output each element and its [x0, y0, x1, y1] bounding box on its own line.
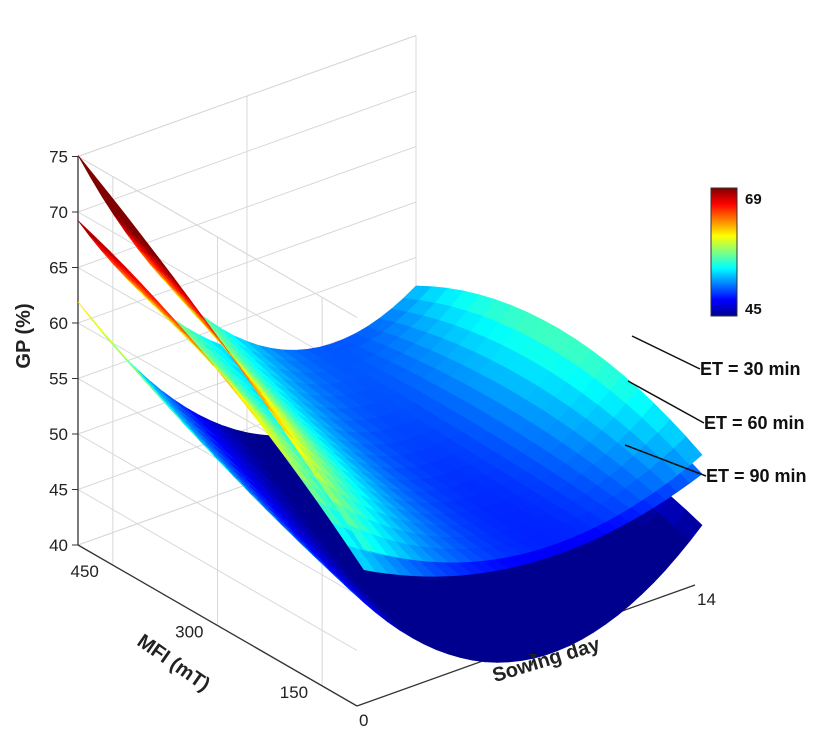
y-axis-line [77, 544, 358, 707]
x-tick-label: 7 [528, 651, 537, 670]
surface-et-30-min [77, 155, 703, 563]
surfaces [77, 155, 703, 663]
z-tick-label: 60 [49, 314, 68, 333]
surface-cell [93, 235, 123, 268]
surface-cell [121, 267, 151, 299]
z-tick-label: 55 [49, 370, 68, 389]
colorbar-min-label: 45 [745, 301, 762, 318]
surface-cell [125, 267, 154, 301]
surface-cell [133, 235, 163, 273]
z-tick-label: 65 [49, 259, 68, 278]
y-tick-label: 150 [280, 683, 308, 702]
series-label: ET = 90 min [706, 466, 807, 486]
surface-cell [673, 436, 703, 466]
annotation-leader [631, 335, 701, 370]
surface-cell [77, 155, 107, 197]
z-axis-label: GP (%) [13, 303, 35, 368]
surface-cell [153, 255, 182, 295]
series-annotations: ET = 30 min ET = 60 min ET = 90 min [624, 335, 807, 486]
z-tick-label: 40 [49, 536, 68, 555]
z-tick-label: 45 [49, 481, 68, 500]
surface-cell [93, 174, 123, 216]
x-tick-label: 0 [359, 711, 368, 730]
annotation-leader [627, 380, 705, 424]
colorbar-gradient [710, 187, 738, 317]
tick-labels: 40 45 50 55 60 65 70 75 150 300 450 0 7 14 [49, 148, 716, 731]
grid-edge [77, 35, 417, 157]
surface-cell [673, 509, 703, 542]
z-tick-label: 70 [49, 203, 68, 222]
y-tick-label: 450 [71, 562, 99, 581]
series-label: ET = 60 min [704, 413, 805, 433]
x-tick-label: 14 [697, 590, 716, 609]
surface-cell [105, 251, 135, 283]
colorbar-max-label: 69 [745, 191, 762, 208]
surface-cell [121, 215, 151, 255]
surface-cell [109, 250, 138, 284]
z-tick-label: 75 [49, 148, 68, 167]
y-tick-label: 300 [175, 623, 203, 642]
colorbar: 69 45 [710, 187, 762, 318]
surface-cell [105, 195, 135, 236]
z-tick-label: 50 [49, 425, 68, 444]
annotation-leader [624, 444, 707, 477]
surface-cell [89, 176, 119, 217]
series-label: ET = 30 min [700, 359, 801, 379]
grid-edge [77, 156, 358, 318]
